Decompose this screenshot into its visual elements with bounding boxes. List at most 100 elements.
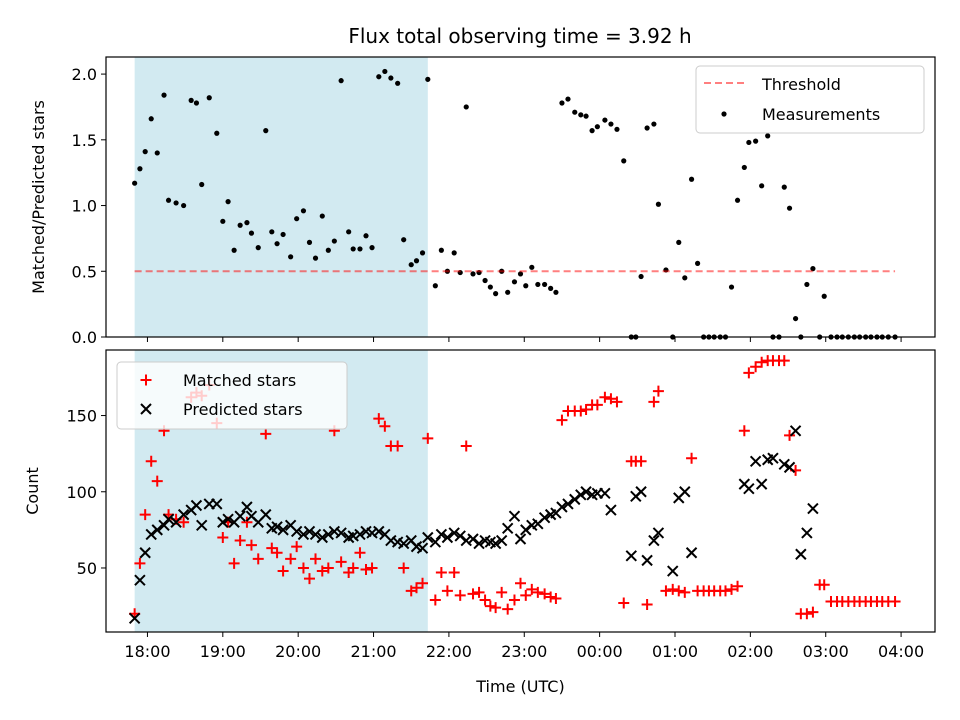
predicted-star-point [599, 487, 611, 499]
predicted-star-point [538, 511, 551, 524]
measurement-point [759, 183, 765, 189]
top-panel: 0.00.51.01.52.0 Matched/Predicted stars … [29, 56, 936, 347]
measurement-point [523, 283, 529, 289]
matched-star-point [145, 455, 157, 467]
measurement-point [553, 289, 559, 295]
x-tick-label: 04:00 [878, 642, 924, 661]
matched-star-point [252, 553, 264, 565]
matched-star-point [635, 455, 647, 467]
measurement-point [548, 285, 554, 291]
measurement-point [154, 150, 160, 156]
matched-star-point [310, 553, 322, 565]
measurement-point [565, 96, 571, 102]
x-tick-label: 00:00 [577, 642, 623, 661]
matched-star-point [801, 608, 813, 620]
measurement-point [274, 241, 280, 247]
matched-star-point [719, 585, 731, 597]
matched-star-point [532, 586, 544, 598]
x-tick-label: 19:00 [200, 642, 246, 661]
top-y-tick-label: 1.5 [72, 131, 97, 150]
predicted-star-point [134, 574, 146, 586]
matched-star-point [807, 606, 819, 618]
predicted-star-point [520, 524, 532, 536]
measurement-point [614, 126, 620, 132]
matched-star-point [679, 586, 691, 598]
matched-star-point [379, 420, 391, 432]
predicted-star-point [145, 528, 157, 541]
legend-measurements-label: Measurements [762, 105, 880, 124]
measurement-point [451, 250, 457, 256]
predicted-star-point [335, 527, 347, 539]
predicted-star-point [354, 528, 366, 541]
predicted-star-point [807, 502, 819, 515]
measurement-point [382, 68, 388, 75]
predicted-star-point [641, 554, 653, 567]
predicted-star-point [801, 527, 813, 539]
predicted-star-point [489, 537, 502, 550]
measurement-point [470, 271, 476, 277]
matched-star-point [347, 562, 359, 574]
top-legend-box [695, 65, 925, 134]
measurement-point [331, 238, 337, 244]
matched-star-point [417, 577, 429, 589]
measurement-point [583, 113, 589, 119]
matched-star-point [667, 583, 679, 595]
predicted-star-point [495, 534, 508, 547]
top-axes-frame [105, 56, 936, 338]
measurement-point [688, 176, 695, 182]
measurement-point [214, 130, 220, 136]
matched-star-point [448, 567, 460, 579]
measurement-point [165, 197, 172, 203]
bottom-axes-frame [105, 349, 936, 633]
matched-star-point [599, 391, 611, 403]
predicted-star-point [435, 528, 448, 541]
predicted-star-point [397, 537, 410, 550]
measurement-point [505, 289, 511, 295]
predicted-star-point [467, 533, 479, 545]
measurement-point [728, 284, 735, 290]
matched-star-point [316, 565, 328, 577]
predicted-star-point [778, 458, 790, 471]
matched-star-point [410, 582, 422, 594]
measurement-point [753, 138, 759, 144]
measurement-point [781, 184, 787, 190]
x-tick-label: 22:00 [426, 642, 472, 661]
measurement-point [419, 250, 426, 256]
predicted-star-point [322, 528, 335, 541]
measurement-point [148, 116, 154, 122]
bottom-y-tick-label: 50 [77, 559, 97, 578]
predicted-star-point [196, 519, 208, 532]
predicted-star-point [648, 534, 660, 547]
measurement-point [231, 247, 237, 253]
measurement-point [161, 92, 167, 98]
predicted-star-point [569, 493, 581, 506]
measurement-point [199, 181, 205, 188]
matched-star-point [539, 588, 551, 600]
measurement-point [306, 239, 313, 245]
measurement-point [294, 216, 300, 222]
matched-star-point [322, 562, 334, 574]
matched-star-point [520, 589, 532, 601]
bottom-x-axis-ticks: 18:00 19:00 20:00 21:00 22:00 23:00 00:00 01:00… [124, 632, 924, 661]
measurement-point [487, 284, 493, 290]
measurement-point [319, 213, 325, 219]
predicted-star-point [217, 516, 229, 528]
matched-star-point [178, 516, 190, 528]
matched-star-point [435, 567, 447, 579]
x-tick-label: 01:00 [652, 642, 698, 661]
matched-star-point [422, 432, 434, 444]
matched-star-point [392, 440, 404, 452]
predicted-star-point [562, 498, 574, 510]
measurement-point [482, 277, 488, 284]
matched-star-point [139, 509, 151, 521]
predicted-star-point [290, 525, 303, 538]
measurement-point [300, 208, 307, 214]
predicted-star-point [743, 483, 755, 495]
predicted-star-point [749, 455, 762, 467]
x-tick-label: 20:00 [275, 642, 321, 661]
bottom-y-axis-ticks: 50 100 150 [66, 407, 106, 578]
matched-star-point [277, 565, 289, 577]
measurement-point [695, 260, 701, 266]
measurement-point [338, 78, 344, 84]
x-tick-label: 02:00 [727, 642, 773, 661]
